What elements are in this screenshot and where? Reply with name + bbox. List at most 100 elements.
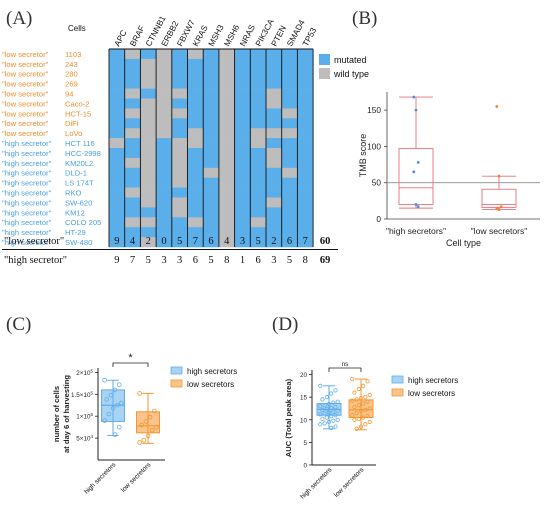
- heatmap-cell: [218, 58, 235, 70]
- heatmap-cell: [250, 49, 267, 60]
- heatmap-cell: [140, 207, 157, 218]
- data-point: [318, 404, 323, 409]
- y-tick-label: 1.5×105: [71, 390, 93, 399]
- row-cell-line-label: HCC-2998: [65, 149, 101, 158]
- heatmap-cell: [203, 187, 220, 198]
- totals-count: 3: [177, 255, 182, 266]
- heatmap-cell: [203, 227, 220, 238]
- data-point: [414, 203, 418, 206]
- row-cell-line-label: SW-480: [65, 238, 92, 247]
- heatmap-cell: [109, 88, 125, 99]
- data-point: [112, 432, 118, 437]
- heatmap-cell: [266, 108, 282, 119]
- heatmap-cell: [156, 197, 173, 208]
- totals-sum: 69: [320, 255, 331, 266]
- row-cell-line-label: DiFi: [65, 119, 79, 128]
- heatmap-cell: [156, 98, 173, 109]
- heatmap-cell: [109, 207, 125, 218]
- heatmap-cell: [171, 128, 188, 139]
- heatmap-cell: [281, 128, 298, 139]
- heatmap-cell: [156, 237, 173, 248]
- row-group-label: "low secretor": [2, 90, 49, 99]
- data-point: [367, 392, 372, 397]
- x-axis-title: Cell type: [446, 238, 481, 248]
- heatmap-cell: [140, 167, 157, 178]
- heatmap-cell: [171, 138, 188, 149]
- heatmap-cell: [297, 237, 314, 248]
- data-point: [358, 408, 364, 413]
- row-cell-line-label: 269: [65, 80, 78, 89]
- data-point: [335, 417, 340, 422]
- heatmap-cell: [281, 217, 298, 228]
- heatmap-cell: [124, 217, 141, 228]
- totals-count: 9: [114, 255, 119, 266]
- heatmap-cell: [281, 237, 298, 248]
- heatmap-cell: [156, 49, 173, 60]
- heatmap-cell: [250, 68, 267, 79]
- panel-label-c: (C): [6, 314, 31, 335]
- heatmap-cell: [140, 49, 157, 60]
- heatmap-cell: [281, 197, 298, 208]
- heatmap-cell: [218, 167, 235, 178]
- heatmap-cell: [218, 78, 235, 89]
- data-point: [326, 410, 332, 415]
- data-point: [365, 399, 370, 404]
- heatmap-cell: [203, 167, 220, 178]
- data-point: [495, 105, 499, 108]
- totals-row-label: "high secretor": [4, 255, 67, 266]
- data-point: [147, 414, 153, 420]
- row-cell-line-label: Caco-2: [65, 99, 89, 108]
- heatmap-cell: [124, 197, 141, 208]
- data-point: [358, 395, 364, 401]
- heatmap-cell: [297, 207, 314, 218]
- heatmap-cell: [124, 157, 141, 169]
- data-point: [367, 406, 372, 411]
- data-point: [322, 421, 327, 426]
- heatmap-cell: [297, 138, 314, 149]
- heatmap-cell: [250, 227, 267, 238]
- heatmap-cell: [187, 128, 204, 139]
- data-point: [333, 413, 338, 418]
- data-point: [145, 433, 151, 439]
- totals-count: 5: [256, 236, 261, 247]
- heatmap-cell: [250, 128, 267, 139]
- row-group-label: "high secretor": [2, 189, 52, 198]
- heatmap-cell: [156, 68, 173, 79]
- heatmap-cell: [187, 118, 204, 129]
- row-group-label: "high secretor": [2, 139, 52, 148]
- heatmap-cell: [250, 207, 267, 218]
- heatmap-cell: [234, 138, 251, 149]
- totals-count: 0: [161, 236, 166, 247]
- heatmap-cell: [171, 167, 188, 178]
- legend-label: low secretors: [408, 389, 455, 398]
- totals-count: 3: [161, 255, 166, 266]
- totals-count: 7: [130, 255, 135, 266]
- legend-mutated-label: mutated: [334, 55, 367, 65]
- heatmap-cell: [234, 167, 251, 178]
- data-point: [414, 108, 418, 112]
- heatmap-cell: [266, 157, 282, 169]
- heatmap-cell: [234, 78, 251, 89]
- heatmap-cell: [124, 98, 141, 109]
- y-tick-label: 100: [367, 141, 381, 151]
- row-cell-line-label: KM20L2: [65, 159, 93, 168]
- data-point: [412, 95, 416, 99]
- data-point: [116, 424, 122, 430]
- heatmap-cell: [281, 58, 298, 70]
- heatmap-cell: [297, 227, 314, 238]
- data-point: [326, 401, 332, 407]
- heatmap-cell: [140, 88, 157, 99]
- y-axis-title: AUC (Total peak area): [284, 378, 293, 457]
- heatmap-cell: [218, 157, 235, 169]
- heatmap-cell: [187, 98, 204, 109]
- data-point: [495, 206, 499, 210]
- heatmap-cells: [109, 49, 314, 248]
- heatmap-cell: [171, 108, 188, 119]
- heatmap-cell: [281, 207, 298, 218]
- heatmap-cell: [234, 187, 251, 198]
- data-point: [141, 437, 147, 443]
- heatmap-cell: [297, 98, 314, 109]
- row-group-label: "low secretor": [2, 129, 49, 138]
- heatmap-cell: [250, 58, 267, 70]
- x-category-label: "high secretors": [386, 226, 446, 236]
